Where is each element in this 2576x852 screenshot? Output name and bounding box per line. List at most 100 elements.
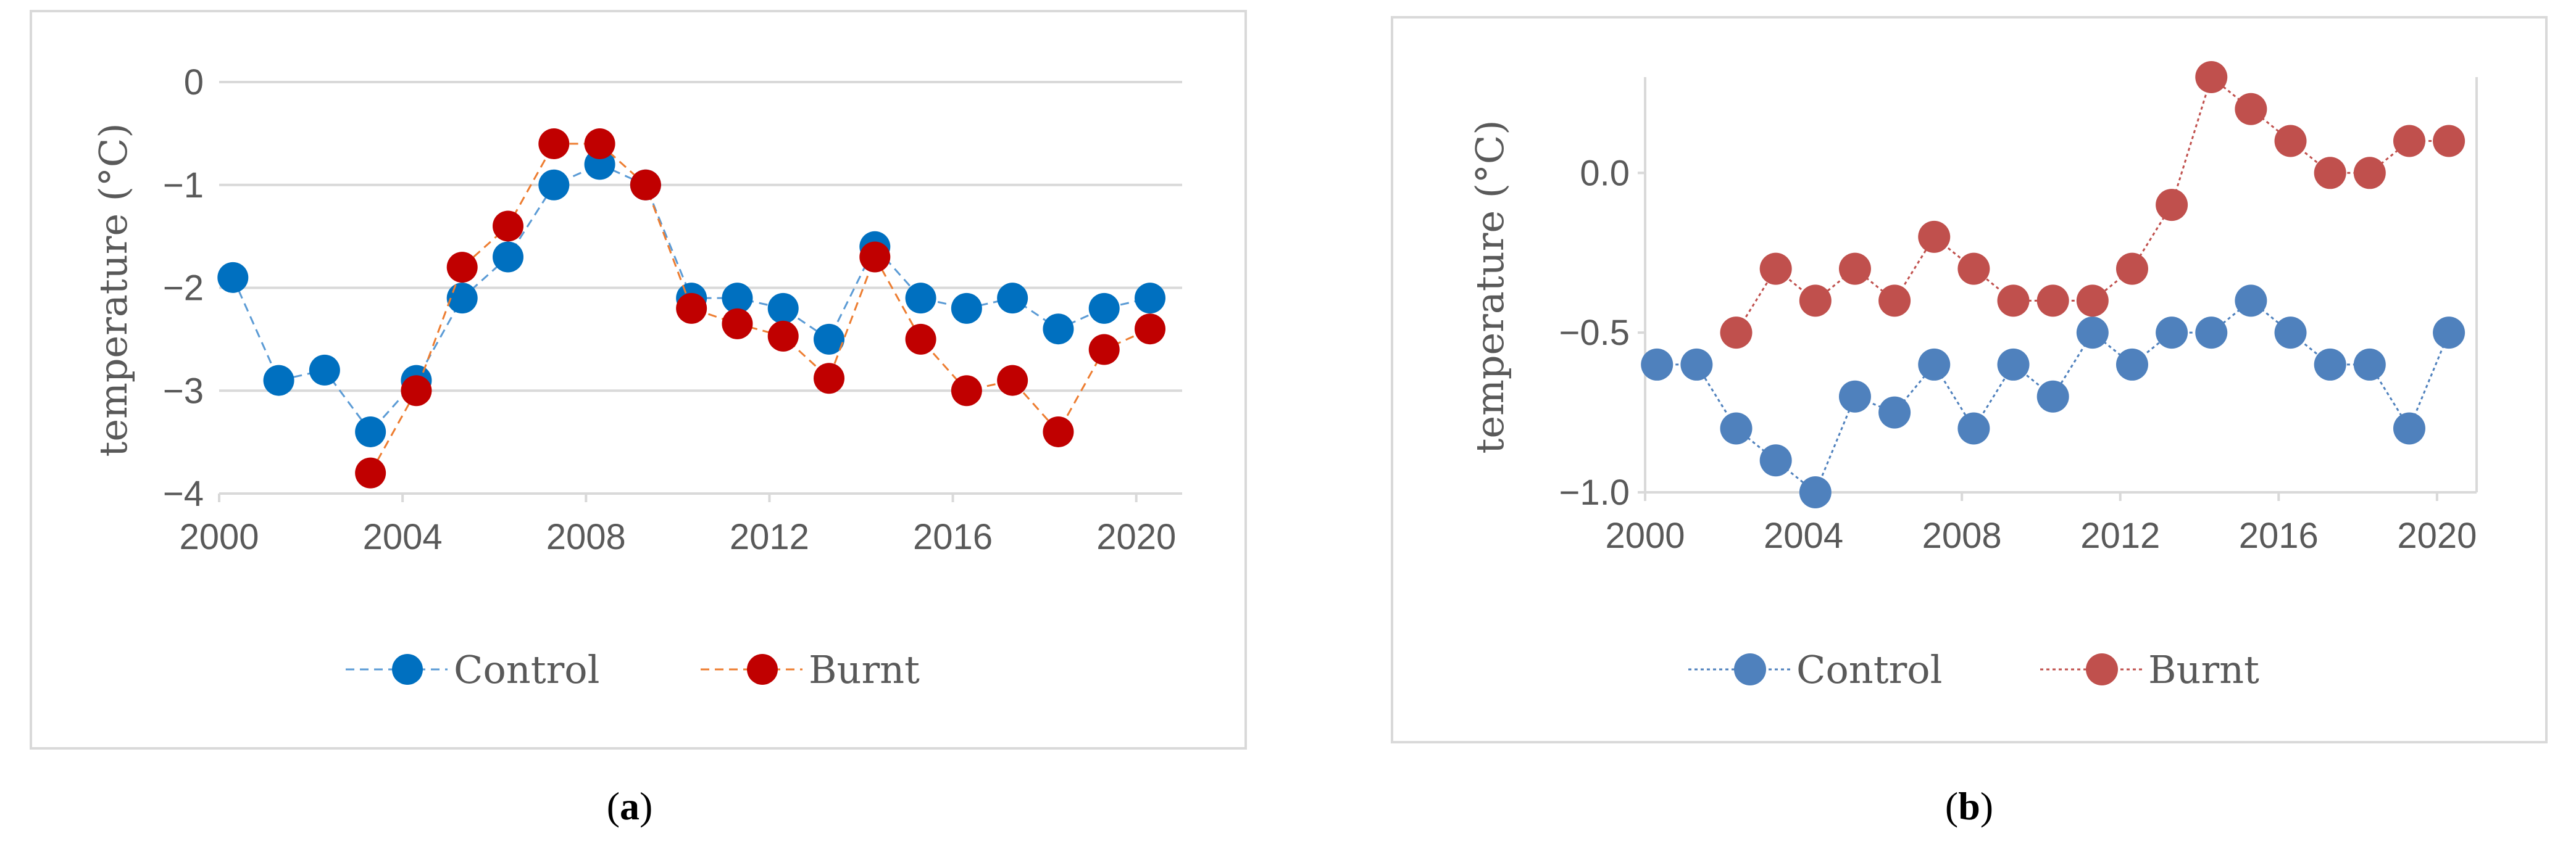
data-point-control <box>2076 316 2109 349</box>
data-point-burnt <box>1799 284 1832 317</box>
data-point-burnt <box>1720 316 1753 349</box>
data-point-control <box>722 283 753 314</box>
data-point-burnt <box>2195 61 2228 93</box>
data-point-burnt <box>676 292 707 324</box>
series-control <box>1641 284 2466 508</box>
chart-a-y-tick-label: −4 <box>163 474 204 514</box>
chart-b-y-tick-label: 0.0 <box>1580 153 1630 193</box>
caption-a: (a) <box>607 784 653 828</box>
data-point-control <box>493 241 523 273</box>
data-point-control <box>1680 348 1713 381</box>
data-point-control <box>2235 284 2267 317</box>
chart-b-frame <box>1391 16 2548 743</box>
data-point-burnt <box>905 323 936 355</box>
data-point-burnt <box>2156 189 2188 221</box>
data-point-control <box>2115 348 2148 381</box>
chart-a-y-ticks: 0 −1 −2 −3 −4 <box>163 62 204 514</box>
data-point-burnt <box>1043 416 1074 447</box>
data-point-control <box>355 416 386 447</box>
chart-b-y-tick-label: −0.5 <box>1559 313 1630 353</box>
data-point-burnt <box>630 169 661 201</box>
chart-b-x-tick-label: 2012 <box>2080 516 2160 556</box>
chart-a-x-tick-label: 2012 <box>730 517 809 557</box>
chart-b-x-tick-label: 2000 <box>1605 516 1685 556</box>
caption-b: (b) <box>1945 784 1993 828</box>
chart-a-y-tick-label: −3 <box>163 371 204 411</box>
data-point-burnt <box>2036 284 2069 317</box>
data-point-control <box>446 283 478 314</box>
data-point-burnt <box>2235 93 2267 125</box>
legend-item-burnt: Burnt <box>2040 647 2259 692</box>
data-point-burnt <box>2393 125 2425 157</box>
data-point-burnt <box>1838 252 1871 285</box>
data-point-control <box>1957 412 1990 445</box>
series-burnt <box>355 128 1165 489</box>
legend-item-control: Control <box>346 647 599 692</box>
data-point-control <box>2314 348 2346 381</box>
data-point-burnt <box>401 375 432 407</box>
chart-b-x-ticks: 2000 2004 2008 2012 2016 2020 <box>1605 492 2477 556</box>
chart-b-x-tick-label: 2008 <box>1922 516 2002 556</box>
data-point-burnt <box>2076 284 2109 317</box>
data-point-burnt <box>1088 334 1120 365</box>
legend-item-control: Control <box>1688 647 1942 692</box>
chart-b-y-axis-label: temperature (°C) <box>1467 120 1512 453</box>
data-point-burnt <box>997 365 1028 396</box>
data-point-burnt <box>1759 252 1792 285</box>
data-point-control <box>1759 444 1792 477</box>
chart-a-legend: Control Burnt <box>346 647 920 692</box>
data-point-burnt <box>722 308 753 339</box>
chart-b-legend: Control Burnt <box>1688 647 2259 692</box>
data-point-control <box>814 323 844 355</box>
chart-a-x-ticks: 2000 2004 2008 2012 2016 2020 <box>179 494 1176 557</box>
chart-b-series <box>1641 61 2466 508</box>
data-point-control <box>767 292 799 324</box>
data-point-burnt <box>1878 284 1911 317</box>
data-point-control <box>2433 316 2466 349</box>
legend-label: Control <box>454 647 599 692</box>
chart-a-y-axis-label: temperature (°C) <box>91 123 136 457</box>
data-point-control <box>1838 380 1871 413</box>
data-point-control <box>2156 316 2188 349</box>
data-point-burnt <box>584 128 615 160</box>
data-point-control <box>263 365 294 396</box>
chart-b-x-tick-label: 2020 <box>2397 516 2477 556</box>
data-point-control <box>1088 292 1120 324</box>
data-point-burnt <box>446 252 478 283</box>
data-point-burnt <box>1135 313 1165 345</box>
chart-a-x-tick-label: 2008 <box>546 517 626 557</box>
legend-marker <box>392 654 423 685</box>
legend-item-burnt: Burnt <box>701 647 920 692</box>
data-point-burnt <box>1957 252 1990 285</box>
data-point-control <box>538 169 570 201</box>
data-point-burnt <box>767 320 799 352</box>
chart-a-y-tick-label: 0 <box>184 62 204 102</box>
data-point-control <box>1043 313 1074 345</box>
chart-b-axes <box>1644 77 2478 494</box>
legend-marker <box>2086 653 2118 685</box>
data-point-control <box>1918 348 1951 381</box>
chart-a-x-tick-label: 2020 <box>1096 517 1176 557</box>
chart-a-x-tick-label: 2000 <box>179 517 259 557</box>
data-point-burnt <box>2115 252 2148 285</box>
data-point-control <box>997 283 1028 314</box>
series-burnt <box>1720 61 2466 349</box>
data-point-burnt <box>2433 125 2466 157</box>
chart-a-x-tick-label: 2016 <box>913 517 993 557</box>
data-point-control <box>1799 476 1832 508</box>
data-point-control <box>2393 412 2425 445</box>
chart-a-y-tick-label: −2 <box>163 268 204 308</box>
legend-marker <box>747 654 778 685</box>
data-point-burnt <box>2314 157 2346 189</box>
data-point-control <box>1720 412 1753 445</box>
data-point-control <box>1641 348 1674 381</box>
data-point-control <box>2274 316 2307 349</box>
data-point-burnt <box>355 457 386 489</box>
data-point-control <box>1135 283 1165 314</box>
data-point-control <box>2195 316 2228 349</box>
data-point-burnt <box>814 363 844 394</box>
data-point-burnt <box>859 241 891 273</box>
data-point-control <box>951 292 982 324</box>
data-point-control <box>1997 348 2030 381</box>
